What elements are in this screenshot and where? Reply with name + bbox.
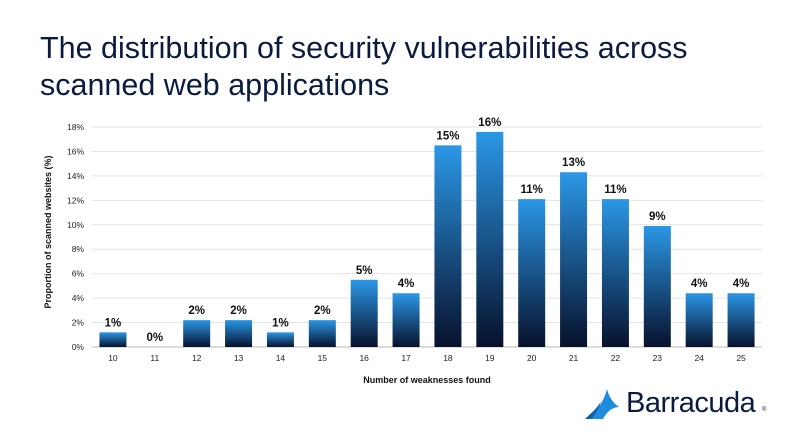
barracuda-logo: Barracuda ® [583,383,773,423]
data-label-13: 2% [230,305,247,317]
x-tick-label: 25 [736,353,746,363]
x-axis-ticks: 10 11 12 13 14 15 16 17 18 19 20 21 22 23 24 25 [108,353,746,363]
bar-20 [518,199,546,347]
data-label-15: 2% [314,305,331,317]
y-axis-ticks: 0% 2% 4% 6% 8% 10% 12% 14% 16% 18% [67,122,84,352]
y-tick-label: 6% [72,269,85,279]
bar-13 [225,320,253,347]
x-tick-label: 16 [359,353,369,363]
y-tick-label: 14% [67,171,84,181]
x-tick-label: 22 [611,353,621,363]
y-tick-label: 8% [72,244,85,254]
x-tick-label: 13 [234,353,244,363]
bar-16 [350,279,378,347]
y-tick-label: 2% [72,318,85,328]
bar-17 [392,293,420,347]
data-label-11: 0% [147,332,164,344]
x-tick-label: 23 [653,353,663,363]
bar-24 [685,293,713,347]
bar-25 [727,293,755,347]
x-tick-label: 12 [192,353,202,363]
brand-name: Barracuda [626,387,756,419]
y-tick-label: 4% [72,293,85,303]
data-label-14: 1% [272,317,289,329]
data-label-16: 5% [356,265,373,277]
bar-23 [643,226,671,347]
chart-title: The distribution of security vulnerabili… [40,31,688,102]
bars [99,131,755,347]
data-label-17: 4% [398,278,415,290]
x-tick-label: 20 [527,353,537,363]
bar-19 [476,131,504,347]
bar-10 [99,332,127,347]
bar-18 [434,145,462,347]
x-tick-label: 19 [485,353,495,363]
bar-15 [308,320,336,347]
y-tick-label: 0% [72,342,85,352]
y-tick-label: 16% [67,146,84,156]
data-label-25: 4% [733,278,750,290]
x-tick-label: 21 [569,353,579,363]
y-tick-label: 10% [67,220,84,230]
data-label-12: 2% [188,305,205,317]
x-tick-label: 14 [276,353,286,363]
data-label-24: 4% [691,278,708,290]
registered-mark: ® [762,407,767,413]
data-label-22: 11% [604,184,626,196]
y-tick-label: 12% [67,195,84,205]
y-tick-label: 18% [67,122,84,132]
x-tick-label: 17 [401,353,411,363]
data-label-21: 13% [562,157,585,169]
bar-21 [560,172,588,347]
barracuda-logo-icon [585,389,619,419]
y-axis-title: Proportion of scanned websites (%) [43,155,53,308]
x-tick-label: 15 [318,353,328,363]
bar-22 [601,199,629,347]
x-tick-label: 11 [150,353,159,363]
x-tick-label: 10 [108,353,118,363]
bar-14 [266,332,294,347]
data-label-23: 9% [649,211,666,223]
x-tick-label: 24 [694,353,704,363]
data-label-10: 1% [105,317,122,329]
data-label-19: 16% [478,117,501,129]
x-tick-label: 18 [443,353,453,363]
x-axis-title: Number of weaknesses found [363,375,491,385]
data-labels: 1% 0% 2% 2% 1% 2% 5% 4% 15% 16% 11% 13% 11% 9% 4% 4% [105,117,750,344]
data-label-18: 15% [436,130,459,142]
data-label-20: 11% [520,184,542,196]
bar-12 [183,320,211,347]
